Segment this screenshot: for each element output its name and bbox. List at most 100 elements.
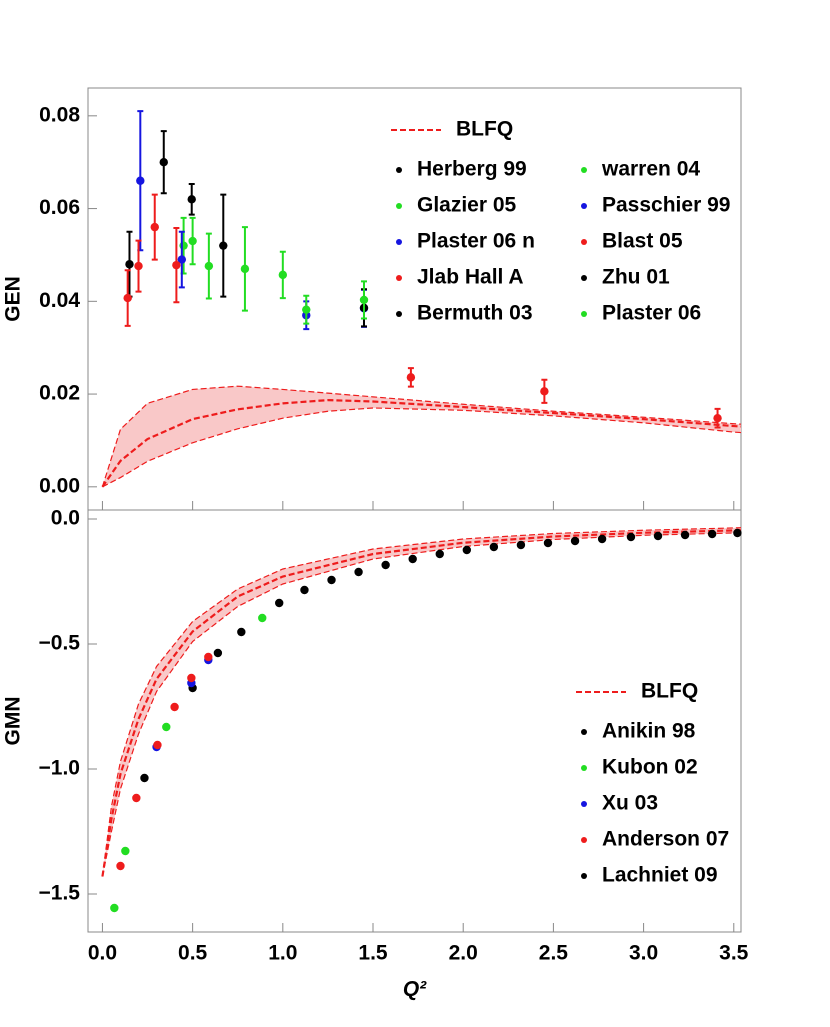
point — [125, 260, 134, 269]
x-tick-label: 3.5 — [719, 942, 749, 965]
point — [204, 652, 213, 662]
point — [733, 528, 742, 538]
point — [123, 293, 132, 303]
legend-marker — [581, 167, 587, 173]
x-tick-label: 1.5 — [358, 942, 388, 965]
point — [543, 538, 553, 548]
point — [136, 176, 145, 185]
legend-label: Bermuth 03 — [417, 302, 533, 325]
legend-label: Plaster 06 n — [417, 230, 535, 253]
x-tick-label: 2.0 — [449, 942, 478, 965]
point — [140, 773, 149, 783]
point — [435, 549, 444, 559]
legend-label: BLFQ — [641, 680, 698, 703]
point — [172, 260, 181, 270]
legend-marker — [581, 765, 587, 771]
point — [219, 241, 228, 250]
legend-label: Glazier 05 — [417, 194, 517, 217]
point — [153, 740, 162, 750]
point — [462, 545, 472, 555]
band — [102, 386, 742, 487]
point — [159, 157, 168, 167]
legend-label: Kubon 02 — [602, 756, 698, 779]
legend-label: Plaster 06 — [602, 302, 701, 325]
x-tick-label: 1.0 — [268, 942, 297, 965]
legend-label: Anikin 98 — [602, 720, 696, 743]
y-axis-label: GMN — [2, 697, 25, 746]
legend-label: Anderson 07 — [602, 828, 729, 851]
point — [177, 255, 187, 264]
legend-label: Xu 03 — [602, 792, 658, 815]
point — [170, 702, 179, 712]
y-tick-label: 0.0 — [51, 507, 80, 530]
legend-label: Blast 05 — [602, 230, 683, 253]
point — [713, 413, 722, 423]
legend-label: Herberg 99 — [417, 158, 527, 181]
legend-marker — [396, 203, 402, 209]
y-tick-label: 0.02 — [39, 382, 80, 405]
point — [707, 529, 717, 539]
legend-label: Lachniet 09 — [602, 864, 718, 887]
point — [240, 264, 250, 274]
legend-marker — [396, 275, 402, 281]
point — [150, 222, 159, 232]
x-tick-label: 0.0 — [88, 942, 117, 965]
legend-marker — [581, 729, 587, 735]
point — [162, 722, 171, 732]
point — [187, 673, 196, 683]
legend-marker — [581, 837, 587, 843]
point — [302, 305, 311, 314]
legend-label: Jlab Hall A — [417, 266, 524, 289]
plot-frame — [87, 87, 742, 511]
point — [570, 536, 580, 546]
point — [597, 534, 607, 544]
point — [653, 531, 663, 541]
line — [101, 398, 742, 488]
point — [406, 373, 416, 382]
x-axis-label: Q² — [403, 978, 427, 1001]
point — [187, 195, 196, 204]
point — [540, 387, 549, 396]
legend-label: Zhu 01 — [602, 266, 670, 289]
line — [101, 529, 742, 877]
point — [354, 567, 363, 577]
point — [204, 261, 214, 271]
point — [179, 241, 188, 250]
plot-frame — [87, 509, 742, 933]
point — [408, 554, 417, 564]
y-tick-label: 0.00 — [39, 474, 80, 497]
point — [278, 270, 288, 280]
point — [134, 261, 143, 271]
point — [381, 560, 390, 570]
point — [327, 575, 336, 585]
legend-marker — [581, 311, 587, 317]
y-tick-label: 0.04 — [39, 289, 80, 312]
point — [516, 540, 526, 550]
point — [258, 613, 267, 623]
x-tick-label: 3.0 — [629, 942, 658, 965]
legend-marker — [581, 873, 587, 879]
point — [121, 846, 130, 856]
y-tick-label: −1.5 — [39, 882, 81, 905]
band-edge — [101, 532, 742, 877]
legend-label: Passchier 99 — [602, 194, 730, 217]
y-tick-label: −1.0 — [39, 757, 80, 780]
x-tick-label: 0.5 — [178, 942, 208, 965]
y-tick-label: 0.06 — [39, 196, 80, 219]
y-tick-label: 0.08 — [39, 103, 80, 126]
point — [489, 542, 499, 552]
legend-marker — [581, 801, 587, 807]
y-axis-label: GEN — [2, 276, 25, 322]
point — [213, 648, 223, 658]
legend-marker — [396, 167, 402, 173]
x-tick-label: 2.5 — [539, 942, 569, 965]
point — [110, 903, 119, 913]
legend-marker — [396, 239, 402, 245]
point — [300, 585, 309, 595]
point — [132, 793, 141, 803]
point — [237, 627, 246, 637]
y-tick-label: −0.5 — [39, 632, 81, 655]
point — [359, 295, 369, 305]
legend-marker — [581, 203, 587, 209]
